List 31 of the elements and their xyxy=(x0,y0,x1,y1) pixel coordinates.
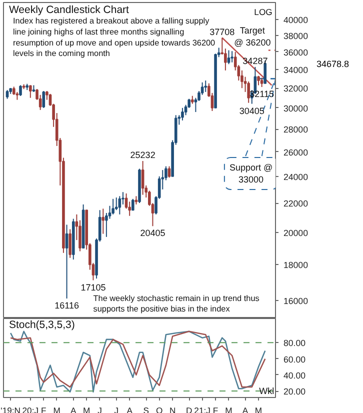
y-tick-label: 20000 xyxy=(284,228,308,238)
annotation: Support @ 33000 xyxy=(229,162,273,184)
y-tick-label: 60.00 xyxy=(284,354,306,364)
y-tick-label: 26000 xyxy=(284,147,308,158)
annotation: 20405 xyxy=(140,228,166,238)
y-tick-label: 20.00 xyxy=(284,386,306,397)
chart-title: Stoch(5,3,5,3) xyxy=(8,318,75,331)
y-tick-label: 40000 xyxy=(284,15,308,26)
annotation: 37708 xyxy=(210,26,235,37)
y-tick-label: 28000 xyxy=(284,124,308,135)
y-tick-label: 80.00 xyxy=(284,338,306,348)
annotation: Target @ 36200 xyxy=(234,25,271,48)
annotation: 17105 xyxy=(80,282,106,292)
annotation: 25232 xyxy=(130,150,156,160)
annotation: The weekly stochastic remain in up trend thus supports the positive bias in the index xyxy=(93,294,260,314)
annotation: Wkl xyxy=(259,386,274,396)
text: 34678.8 xyxy=(316,58,350,69)
annotation: 16116 xyxy=(54,300,79,311)
chart-title: Weekly Candlestick Chart xyxy=(8,4,130,16)
y-tick-label: 38000 xyxy=(284,30,308,41)
y-tick-label: 24000 xyxy=(284,172,308,182)
annotation: 30405 xyxy=(239,106,264,116)
y-tick-label: 22000 xyxy=(284,198,308,209)
y-tick-label: 18000 xyxy=(284,260,308,270)
annotation: LOG xyxy=(254,7,273,18)
y-tick-label: 36000 xyxy=(284,47,308,58)
y-tick-label: 34000 xyxy=(284,65,308,76)
y-tick-label: 40.00 xyxy=(284,370,306,380)
y-tick-label: 32000 xyxy=(284,84,308,94)
y-tick-label: 16000 xyxy=(284,296,308,306)
y-tick-label: 30000 xyxy=(284,103,308,114)
